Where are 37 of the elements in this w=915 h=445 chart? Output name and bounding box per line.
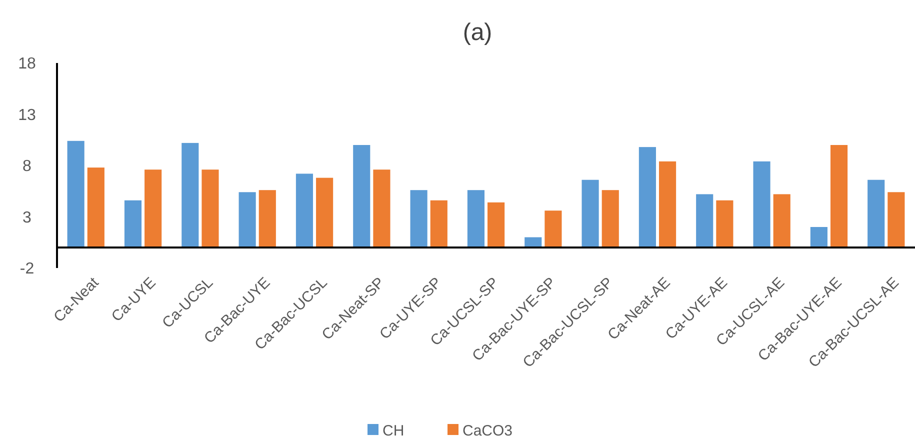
chart-title: (a) <box>462 19 492 46</box>
bar <box>258 190 276 248</box>
bar <box>296 174 314 248</box>
bar <box>753 161 770 248</box>
bar <box>316 178 334 248</box>
y-tick-label: 3 <box>22 209 32 226</box>
bar <box>353 145 370 248</box>
bar <box>373 170 390 248</box>
bar <box>602 190 619 248</box>
bar <box>868 180 885 248</box>
bar <box>488 202 505 248</box>
legend-label: CH <box>382 422 404 440</box>
bar <box>467 190 484 248</box>
y-tick-label: 13 <box>18 106 36 124</box>
y-tick-label: 18 <box>18 56 36 73</box>
bar <box>696 194 714 248</box>
legend-label: CaCO3 <box>462 422 513 440</box>
bar <box>830 145 848 248</box>
bar <box>773 194 790 248</box>
bar <box>716 200 734 248</box>
y-tick-label: 8 <box>22 158 32 176</box>
bar <box>582 180 599 248</box>
y-tick-label: -2 <box>20 260 34 278</box>
bar <box>182 142 199 248</box>
bar <box>430 200 448 248</box>
bar <box>658 161 676 248</box>
bar <box>544 210 562 248</box>
bar <box>888 192 905 248</box>
bar <box>810 227 828 248</box>
bar <box>144 170 162 248</box>
bar <box>238 192 256 248</box>
bar <box>410 190 428 248</box>
bar <box>124 200 142 248</box>
bar <box>202 170 219 248</box>
bar <box>87 168 104 248</box>
bar <box>67 140 84 248</box>
bar <box>638 147 656 248</box>
